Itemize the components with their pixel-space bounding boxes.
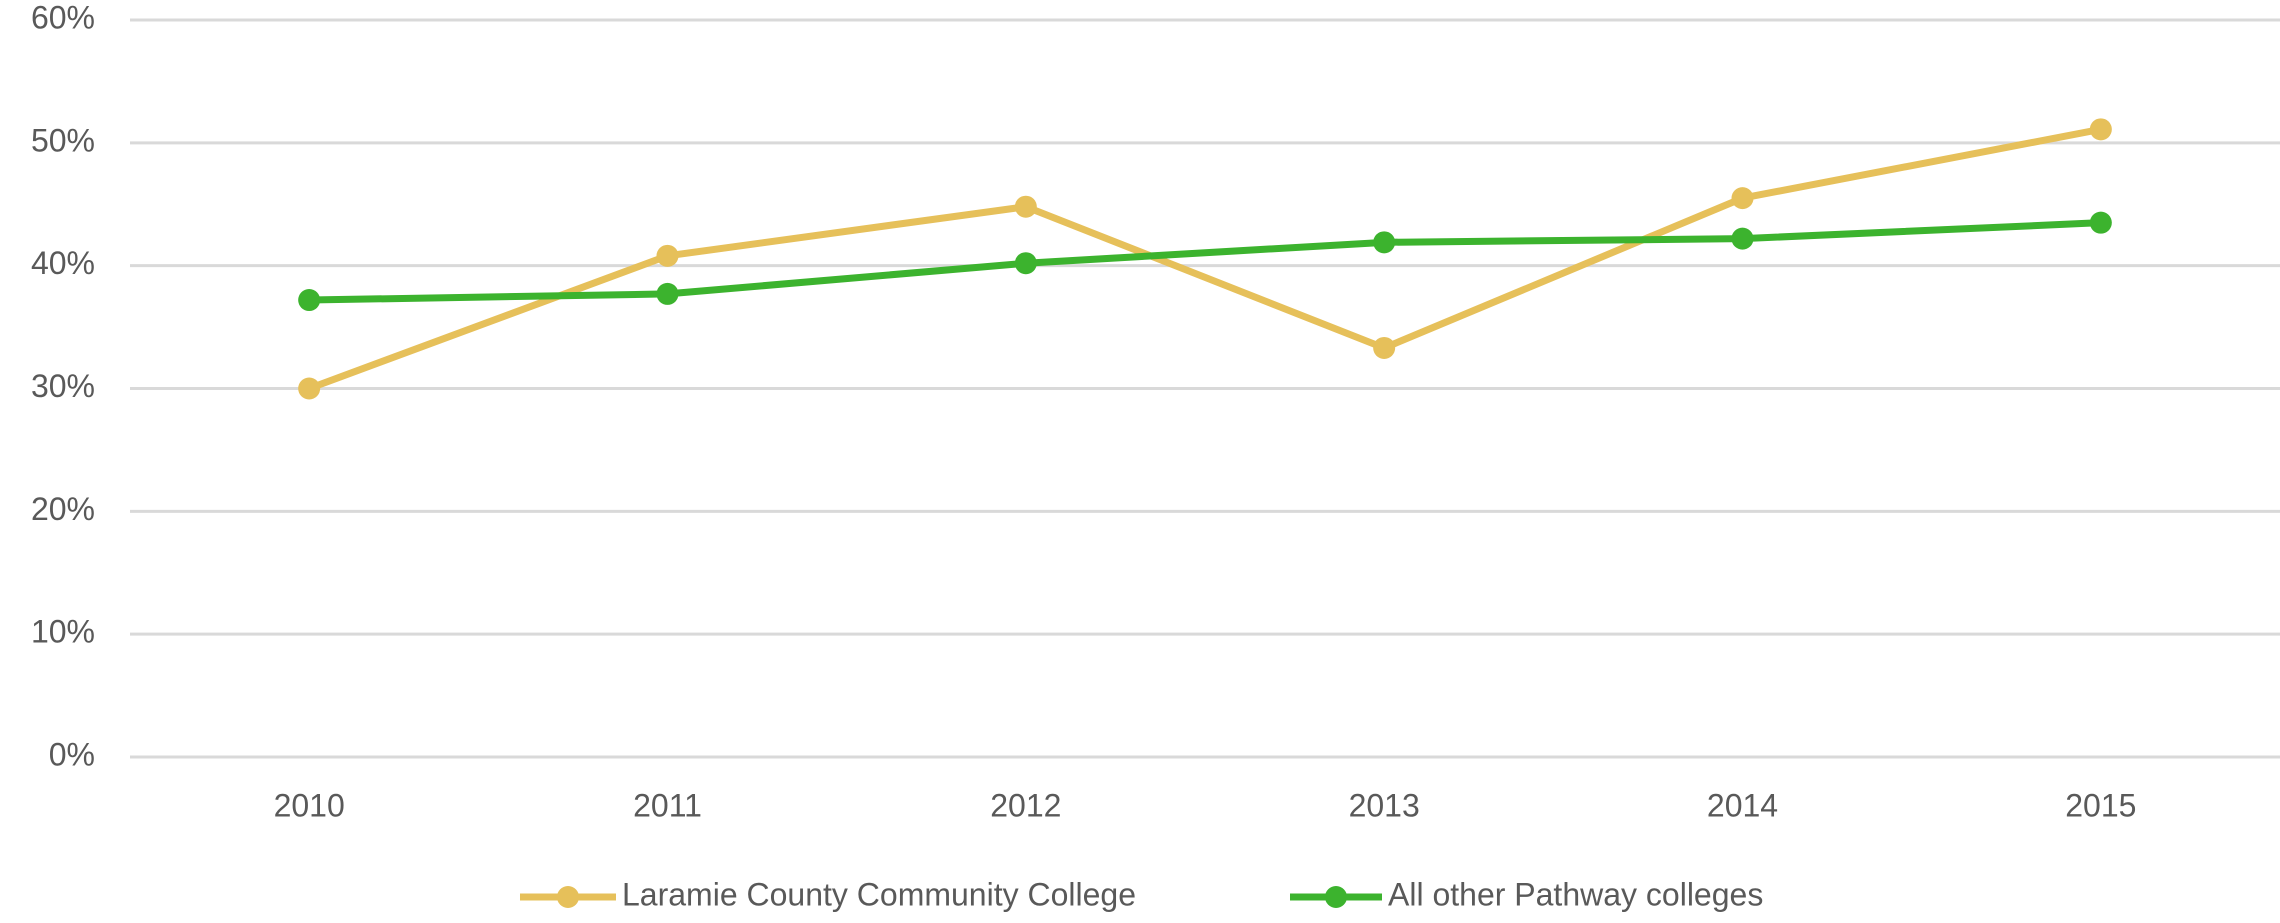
data-point [1373, 336, 1396, 359]
y-tick-label: 10% [31, 614, 95, 650]
legend-swatch-marker [557, 886, 579, 908]
y-tick-label: 40% [31, 245, 95, 281]
data-point [1014, 195, 1037, 218]
data-point [2089, 211, 2112, 234]
legend-label: All other Pathway colleges [1388, 876, 1763, 912]
x-tick-label: 2013 [1349, 787, 1420, 823]
x-tick-label: 2010 [274, 787, 345, 823]
data-point [1014, 252, 1037, 275]
y-tick-label: 20% [31, 491, 95, 527]
y-tick-label: 60% [31, 0, 95, 35]
data-point [656, 244, 679, 267]
series-line [309, 219, 2101, 304]
legend-swatch-marker [1325, 886, 1347, 908]
data-point [656, 282, 679, 305]
y-tick-label: 50% [31, 122, 95, 158]
x-tick-label: 2014 [1707, 787, 1778, 823]
data-point [1731, 187, 1754, 210]
y-tick-label: 30% [31, 368, 95, 404]
x-tick-label: 2011 [633, 787, 702, 823]
y-tick-label: 0% [49, 736, 95, 772]
data-point [1731, 227, 1754, 250]
legend-label: Laramie County Community College [622, 876, 1136, 912]
x-tick-label: 2015 [2065, 787, 2136, 823]
series-line [307, 125, 2102, 392]
data-point [298, 289, 321, 312]
data-point [298, 377, 321, 400]
data-point [1373, 231, 1396, 254]
x-tick-label: 2012 [990, 787, 1061, 823]
data-point [2089, 118, 2112, 141]
